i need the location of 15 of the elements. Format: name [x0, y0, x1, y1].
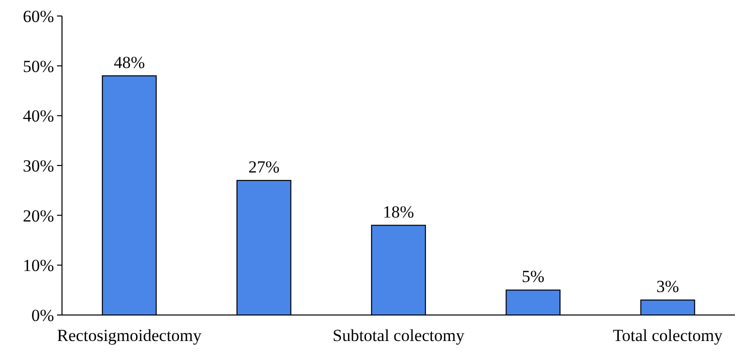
y-tick-label: 40%: [22, 106, 54, 126]
data-label: 27%: [248, 157, 280, 176]
y-tick-label: 10%: [22, 256, 54, 276]
y-tick-label: 20%: [22, 206, 54, 226]
y-tick-label: 60%: [22, 6, 54, 26]
data-label: 48%: [114, 52, 145, 72]
x-tick-label: Total colectomy: [612, 326, 724, 345]
y-tick-label: 30%: [22, 156, 54, 176]
x-tick-label: Subtotal colectomy: [332, 326, 465, 345]
data-label: 3%: [656, 277, 680, 296]
data-label: 5%: [522, 267, 544, 286]
y-tick-label: 0%: [31, 306, 54, 325]
data-label: 18%: [382, 202, 414, 222]
x-tick-label: Rectosigmoidectomy: [57, 326, 202, 345]
y-tick-label: 50%: [22, 56, 54, 76]
